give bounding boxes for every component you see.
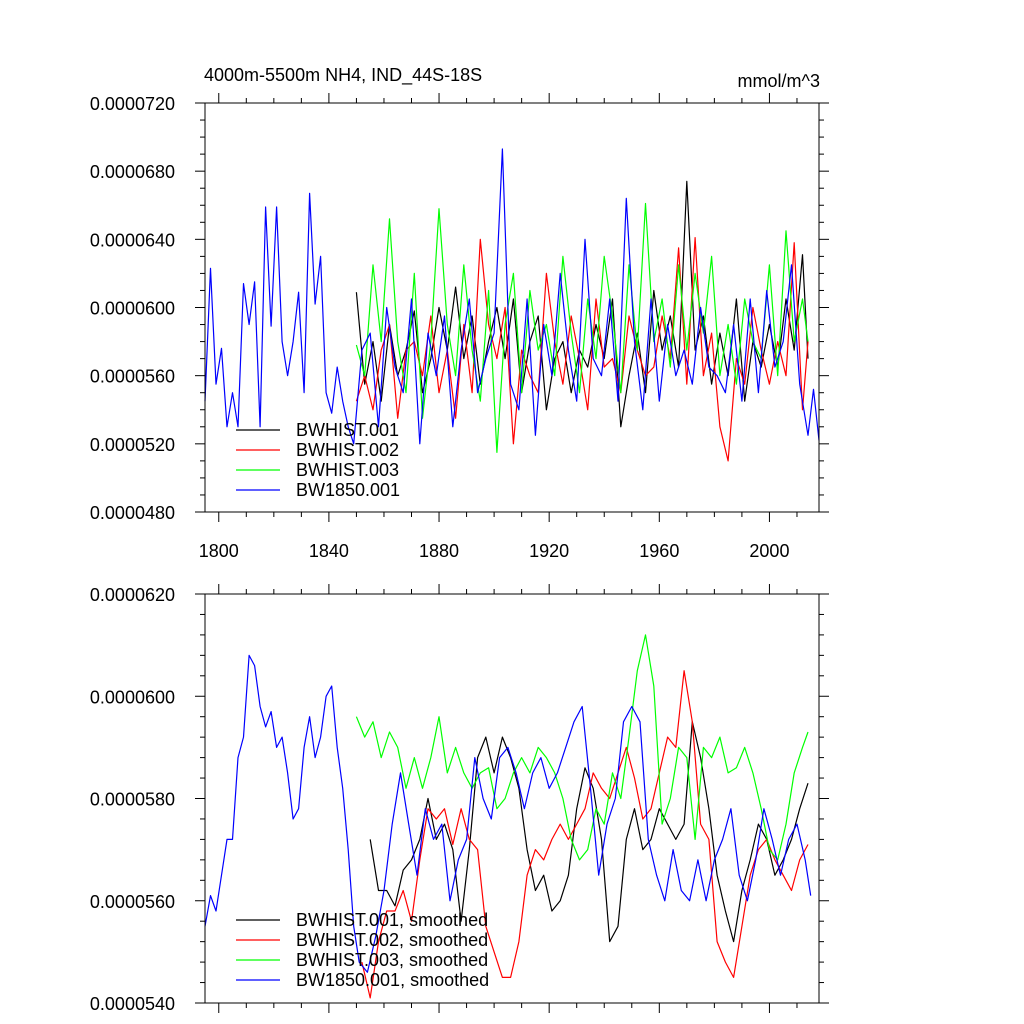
y-tick-label: 0.0000540 (90, 994, 175, 1014)
bottom-panel-series (204, 634, 812, 999)
y-tick-label: 0.0000640 (90, 230, 175, 250)
bottom-panel-axes: 0.0000540 0.0000560 0.0000580 0.0000600 0.00… (90, 584, 829, 1014)
y-tick-label: 0.0000600 (90, 299, 175, 319)
x-tick-label: 1880 (419, 541, 459, 561)
top-panel-title: 4000m-5500m NH4, IND_44S-18S (204, 65, 482, 86)
legend-label: BW1850.001 (296, 480, 400, 500)
top-panel-series (204, 148, 820, 462)
y-tick-label: 0.0000520 (90, 435, 175, 455)
legend-label: BWHIST.002, smoothed (296, 930, 488, 950)
legend-label: BW1850.001, smoothed (296, 970, 489, 990)
y-tick-label: 0.0000600 (90, 687, 175, 707)
top-panel-axes: 1800 1840 1880 1920 1960 2000 0.0000480 0.00005… (90, 93, 829, 561)
top-panel-frame (204, 102, 820, 513)
y-tick-label: 0.0000480 (90, 503, 175, 523)
legend-label: BWHIST.001 (296, 420, 399, 440)
top-panel: 4000m-5500m NH4, IND_44S-18S mmol/m^3 18… (90, 65, 829, 561)
x-tick-label: 1840 (309, 541, 349, 561)
y-tick-label: 0.0000560 (90, 367, 175, 387)
x-tick-label: 1960 (639, 541, 679, 561)
x-tick-label: 1920 (529, 541, 569, 561)
y-tick-label: 0.0000720 (90, 94, 175, 114)
legend-label: BWHIST.001, smoothed (296, 910, 488, 930)
series-line-bwhist-001 (355, 180, 809, 428)
legend-label: BWHIST.003, smoothed (296, 950, 488, 970)
bottom-panel-frame (204, 593, 820, 1004)
series-line-bwhist-003-smoothed (355, 634, 809, 861)
bottom-panel: 0.0000540 0.0000560 0.0000580 0.0000600 0.00… (90, 584, 829, 1014)
series-line-bwhist-002-smoothed (361, 670, 809, 999)
units-label: mmol/m^3 (738, 71, 820, 91)
series-line-bw1850-001-smoothed (204, 654, 812, 973)
x-tick-label: 1800 (199, 541, 239, 561)
series-line-bwhist-003 (355, 202, 809, 453)
y-tick-label: 0.0000620 (90, 585, 175, 605)
y-tick-label: 0.0000580 (90, 790, 175, 810)
x-tick-label: 2000 (749, 541, 789, 561)
legend-label: BWHIST.002 (296, 440, 399, 460)
y-tick-label: 0.0000560 (90, 892, 175, 912)
series-line-bw1850-001 (204, 148, 820, 445)
y-tick-label: 0.0000680 (90, 162, 175, 182)
legend-label: BWHIST.003 (296, 460, 399, 480)
